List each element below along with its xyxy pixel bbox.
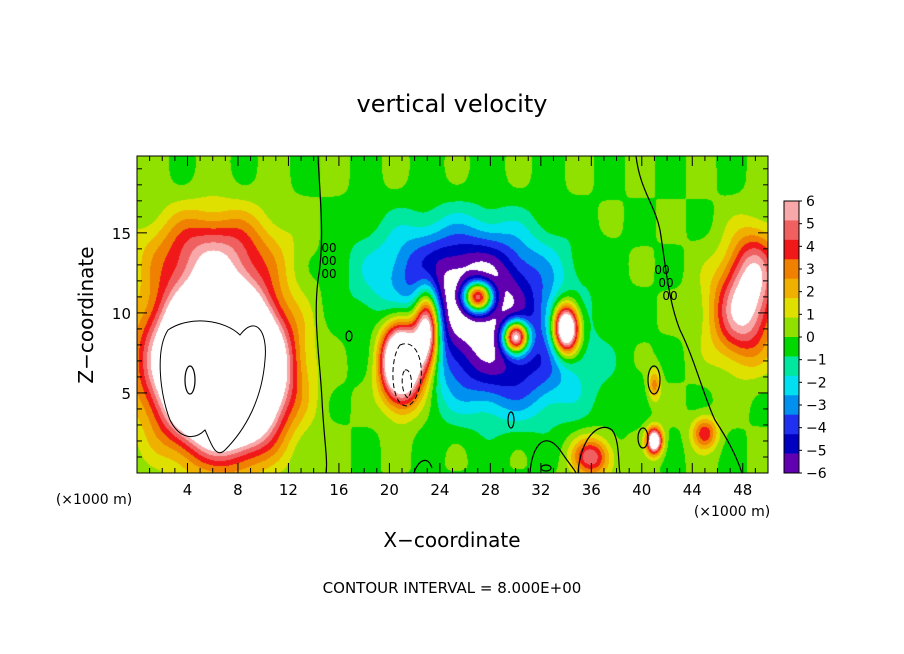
y-tick-label: 5 [121,385,131,403]
colorbar-swatch [784,220,799,241]
colorbar-label: 6 [806,194,815,210]
contour-interval-footer: CONTOUR INTERVAL = 8.000E+00 [323,579,582,597]
contour-label-group: 00 00 00 00 00 00 [321,241,677,303]
contour-small-4 [637,427,649,449]
colorbar-swatch [784,356,799,377]
colorbar-swatch [784,201,799,221]
x-tick-label: 44 [683,481,702,499]
contour-label: 00 [321,254,336,268]
x-tick-label: 4 [183,481,193,499]
contour-small-3 [647,365,661,395]
y-axis-label: Z−coordinate [74,246,98,383]
x-tick-label: 32 [531,481,550,499]
x-axis-label: X−coordinate [383,528,520,552]
field-image [137,156,768,473]
colorbar-swatch [784,414,799,435]
colorbar-swatch [784,337,799,357]
colorbar-label: 3 [806,262,815,278]
negative-contour-dashed [392,343,422,407]
colorbar-label: −5 [806,443,827,459]
y-axis-ticks: 5 10 15 [112,168,768,458]
contour-bottom-1 [413,459,433,473]
colorbar-swatch [784,453,799,474]
chart-title: vertical velocity [357,90,548,118]
contour-bottom-2 [529,440,577,473]
inner-contour-left [184,365,196,395]
x-tick-label: 12 [279,481,298,499]
colorbar-swatch [784,278,799,299]
contour-bottom-3 [577,426,621,473]
contour-label: 00 [654,263,669,277]
x-axis-ticks: 4 8 12 16 20 24 28 32 36 40 44 48 [149,156,756,499]
colorbar-swatch [784,239,799,260]
contour-small-2 [507,411,515,429]
y-tick-label: 10 [112,305,131,323]
colorbar-label: 0 [806,330,815,346]
x-tick-label: 8 [233,481,243,499]
colorbar-label: 1 [806,307,815,323]
x-unit-label-left: (×1000 m) [56,492,132,508]
colorbar-label: 2 [806,285,815,301]
colorbar-swatch [784,298,799,318]
colorbar-label: −2 [806,375,827,391]
colorbar-label: 5 [806,217,815,233]
x-tick-label: 20 [380,481,399,499]
contour-label: 00 [662,289,677,303]
colorbar-swatch [784,375,799,396]
colorbar-swatch [784,395,799,416]
colorbar-label: 4 [806,239,815,255]
plot-area: 00 00 00 00 00 00 4 8 12 16 20 24 28 32 36 40 44 48… [112,155,769,499]
colorbar-label: −3 [806,398,827,414]
colorbar-label: −6 [806,466,827,482]
x-unit-label-right: (×1000 m) [694,504,770,520]
colorbar: 6 5 4 3 2 1 0 −1 −2 −3 −4 −5 −6 [783,194,827,482]
colorbar-label: −4 [806,421,827,437]
contour-label: 00 [658,276,673,290]
contour-lines [159,156,743,473]
colorbar-swatch [784,434,799,454]
colorbar-swatch [784,259,799,280]
contour-small-1 [345,330,353,342]
x-tick-label: 16 [329,481,348,499]
contour-label: 00 [321,267,336,281]
contour-label: 00 [321,241,336,255]
positive-contour-left [159,320,266,453]
y-tick-label: 15 [112,225,131,243]
x-tick-label: 24 [430,481,449,499]
x-tick-label: 48 [733,481,752,499]
x-tick-label: 40 [632,481,651,499]
colorbar-label: −1 [806,353,827,369]
x-tick-label: 28 [481,481,500,499]
zero-contour-left [315,156,328,473]
zero-contour-right [635,156,743,473]
colorbar-swatch [784,317,799,338]
x-tick-label: 36 [582,481,601,499]
